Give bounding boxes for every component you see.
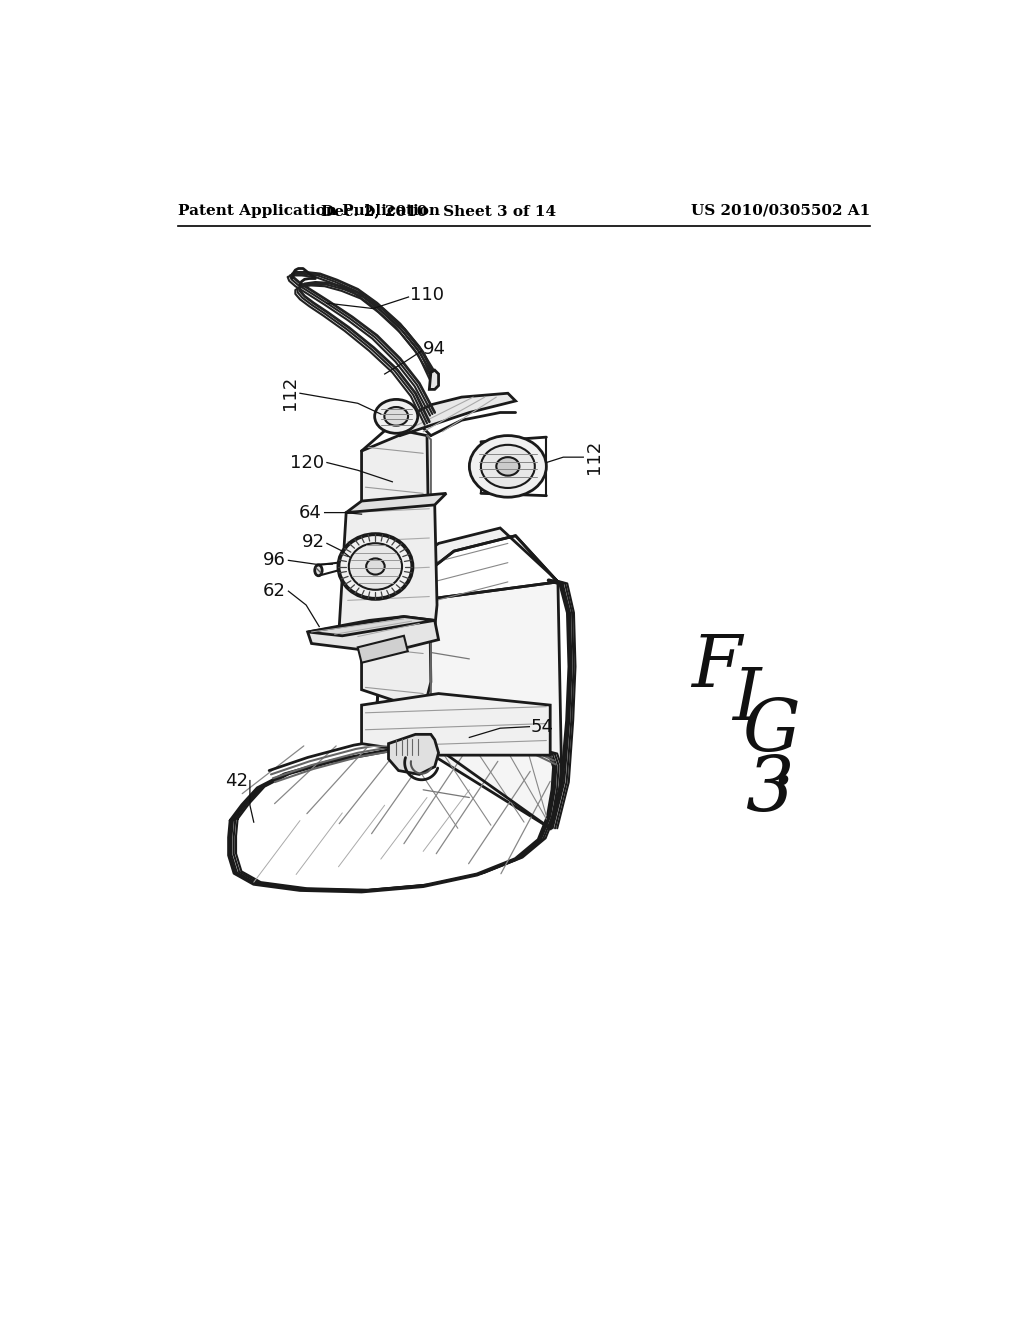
Text: 94: 94 xyxy=(423,341,446,358)
Text: 96: 96 xyxy=(263,552,286,569)
Polygon shape xyxy=(429,370,438,389)
Text: 110: 110 xyxy=(410,286,444,305)
Text: Dec. 2, 2010   Sheet 3 of 14: Dec. 2, 2010 Sheet 3 of 14 xyxy=(321,203,556,218)
Polygon shape xyxy=(307,616,435,636)
Polygon shape xyxy=(346,494,446,512)
Polygon shape xyxy=(361,693,550,755)
Polygon shape xyxy=(377,582,562,829)
Text: 42: 42 xyxy=(224,772,248,789)
Ellipse shape xyxy=(375,400,418,433)
Text: 62: 62 xyxy=(263,582,286,601)
Ellipse shape xyxy=(349,544,402,590)
Text: Patent Application Publication: Patent Application Publication xyxy=(178,203,440,218)
Polygon shape xyxy=(339,502,437,647)
Ellipse shape xyxy=(339,535,413,599)
Text: F: F xyxy=(691,631,740,702)
Polygon shape xyxy=(377,528,558,605)
Text: G: G xyxy=(742,697,800,767)
Text: 64: 64 xyxy=(299,504,322,521)
Ellipse shape xyxy=(367,558,385,574)
Polygon shape xyxy=(307,616,438,651)
Polygon shape xyxy=(361,432,431,705)
Text: 54: 54 xyxy=(531,718,554,735)
Text: I: I xyxy=(732,664,761,735)
Polygon shape xyxy=(388,734,438,775)
Polygon shape xyxy=(357,636,408,663)
Polygon shape xyxy=(392,393,515,436)
Ellipse shape xyxy=(481,445,535,488)
Text: 112: 112 xyxy=(281,376,299,411)
Ellipse shape xyxy=(314,565,323,576)
Text: US 2010/0305502 A1: US 2010/0305502 A1 xyxy=(690,203,869,218)
Ellipse shape xyxy=(497,457,519,475)
Text: 112: 112 xyxy=(585,440,603,474)
Text: 120: 120 xyxy=(291,454,325,471)
Text: 3: 3 xyxy=(745,752,794,826)
Text: 92: 92 xyxy=(302,533,325,550)
Ellipse shape xyxy=(384,407,409,425)
Ellipse shape xyxy=(469,436,547,498)
Text: .: . xyxy=(772,729,795,799)
